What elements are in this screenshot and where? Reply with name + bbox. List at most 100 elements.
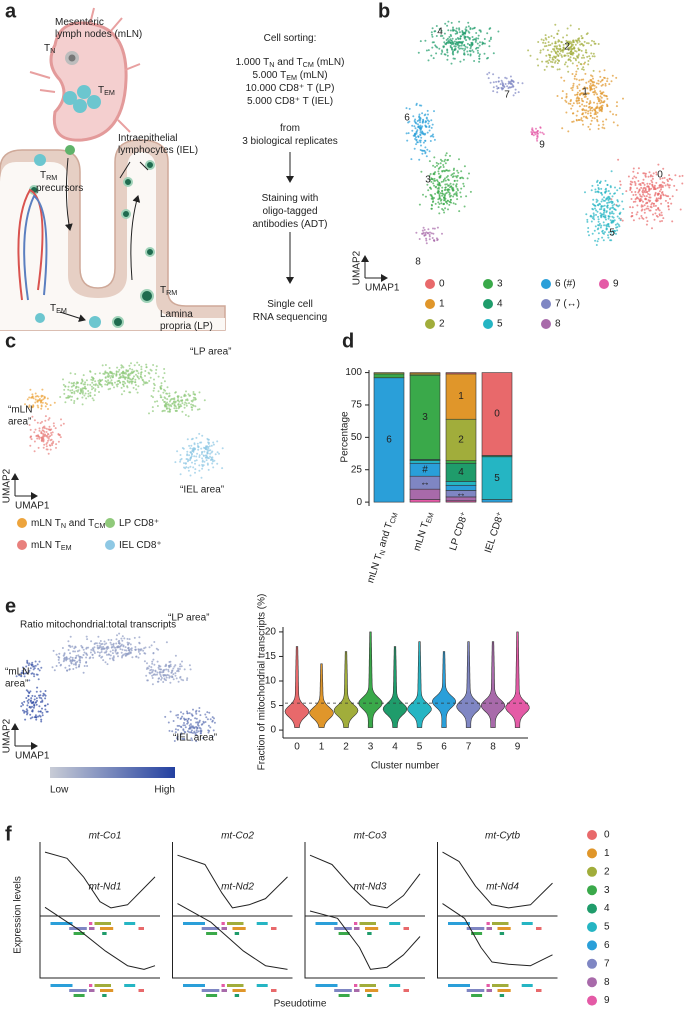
cluster-range (50, 984, 73, 987)
cell-dot (87, 390, 90, 392)
cell-dot (120, 637, 123, 640)
cell-dot (432, 227, 434, 230)
cell-dot (106, 648, 109, 650)
cell-dot (555, 52, 557, 55)
cell-dot (124, 646, 127, 649)
cell-dot (30, 672, 33, 675)
cell-dot (53, 401, 56, 404)
cluster-range (486, 984, 490, 987)
cell-dot (582, 108, 585, 111)
cell-dot (210, 444, 213, 447)
cell-dot (630, 183, 633, 186)
cell-dot (83, 665, 86, 667)
cell-dot (148, 646, 151, 649)
cell-dot (603, 204, 606, 207)
cell-dot (172, 673, 175, 676)
cell-dot (38, 398, 41, 400)
cell-dot (178, 406, 181, 408)
cell-dot (70, 399, 73, 401)
cell-dot (70, 661, 73, 664)
cell-dot (145, 366, 148, 369)
cluster-range (334, 927, 352, 930)
cell-dot (211, 735, 214, 738)
legend-label: 1 (439, 299, 445, 310)
legend-label: 2 (439, 319, 445, 330)
cell-dot (465, 26, 468, 29)
cell-dot (591, 184, 594, 187)
cell-dot (438, 27, 441, 30)
cell-dot (661, 177, 664, 180)
cell-dot (641, 189, 644, 192)
cell-dot (28, 679, 31, 682)
cell-dot (565, 101, 568, 103)
cluster-range (354, 922, 358, 925)
cell-dot (576, 55, 578, 58)
cluster-range (389, 922, 401, 925)
cell-dot (660, 211, 663, 214)
cell-dot (489, 81, 492, 84)
cell-dot (598, 98, 601, 101)
cell-dot (590, 44, 593, 47)
cell-dot (26, 709, 29, 712)
blood-vessel (23, 194, 48, 301)
cell-dot (594, 207, 596, 210)
cell-dot (195, 436, 198, 439)
cell-dot (497, 80, 500, 83)
cell-dot (446, 54, 449, 57)
cell-dot (186, 460, 189, 463)
legend-swatch (425, 319, 435, 329)
cell-dot (133, 364, 136, 367)
cell-dot (162, 669, 165, 672)
cell-dot (208, 730, 211, 732)
cell-dot (183, 394, 186, 397)
cell-dot (580, 97, 583, 100)
cell-dot (449, 41, 452, 44)
cell-dot (458, 27, 461, 30)
plot-title: mt-Nd1 (89, 882, 122, 893)
cell-dot (115, 373, 118, 376)
cell-dot (179, 473, 182, 476)
cell-dot (120, 644, 122, 647)
cell-dot (100, 647, 103, 650)
cell-dot (57, 655, 60, 658)
cell-dot (43, 443, 46, 446)
cell-dot (616, 226, 619, 229)
cell-dot (175, 714, 178, 717)
cell-dot (126, 380, 129, 383)
cluster-range (69, 927, 87, 930)
cell-dot (137, 656, 140, 659)
cell-dot (605, 211, 608, 214)
cell-dot (637, 180, 640, 182)
cell-dot (495, 80, 498, 83)
cell-dot (133, 636, 136, 639)
bar-segment (445, 418, 477, 461)
cell-dot (648, 182, 651, 185)
cell-dot (121, 635, 124, 638)
cell-dot (129, 651, 132, 654)
cell-dot (179, 665, 181, 668)
label: oligo-tagged (262, 206, 317, 217)
cell-dot (179, 399, 182, 402)
cell-dot (106, 646, 108, 649)
cell-dot (34, 401, 37, 404)
cell-dot (174, 461, 177, 464)
cell-dot (462, 40, 464, 43)
cluster-range (89, 989, 95, 992)
cell-dot (44, 690, 47, 692)
cell-dot (34, 398, 37, 401)
cell-dot (595, 244, 598, 246)
cell-dot (439, 192, 442, 195)
cell-dot (648, 193, 651, 196)
cell-dot (130, 378, 133, 381)
cell-dot (542, 133, 545, 136)
cell-dot (443, 53, 446, 56)
cell-dot (554, 45, 557, 48)
cell-dot (459, 37, 462, 40)
blood-vessel (17, 188, 44, 301)
cell-dot (427, 189, 430, 192)
cell-dot (144, 652, 147, 655)
cell-dot (112, 374, 115, 377)
cell-dot (97, 379, 100, 382)
legend-swatch (105, 540, 115, 550)
cell-dot (44, 405, 47, 408)
